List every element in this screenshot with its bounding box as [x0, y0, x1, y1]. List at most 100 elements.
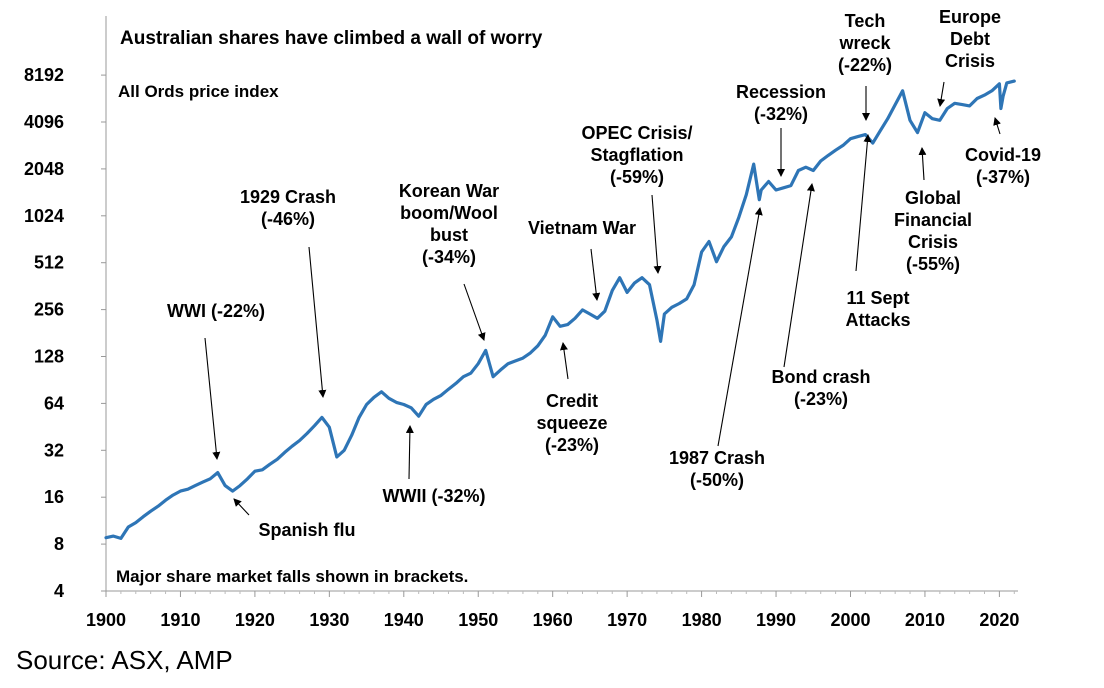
- annotation-arrow: [855, 134, 872, 272]
- series-layer: [104, 79, 1016, 541]
- annotation-text: 1929 Crash: [240, 187, 336, 207]
- annotation: Recession(-32%): [736, 82, 826, 177]
- annotation-arrow: [993, 117, 1001, 135]
- annotation-text: WWI (-22%): [167, 301, 265, 321]
- annotation: Spanish flu: [233, 498, 356, 540]
- y-tick-label: 1024: [24, 206, 64, 226]
- chart: 4 8 16 32 64 128 256 512 1024 2048 4096 8192 1900 191…: [24, 7, 1041, 630]
- y-tick-label: 512: [34, 253, 64, 273]
- axes: 4 8 16 32 64 128 256 512 1024 2048 4096 8192 1900 191…: [24, 16, 1019, 630]
- annotation-text: bust: [430, 225, 468, 245]
- annotation-text: OPEC Crisis/: [581, 123, 692, 143]
- annotation-arrow: [783, 183, 815, 368]
- annotation-text: (-37%): [976, 167, 1030, 187]
- annotation-text: squeeze: [536, 413, 607, 433]
- annotation-text: Covid-19: [965, 145, 1041, 165]
- annotation: WWII (-32%): [383, 425, 486, 506]
- y-tick-label: 16: [44, 487, 64, 507]
- y-tick-label: 8192: [24, 65, 64, 85]
- annotation-arrow: [651, 194, 662, 274]
- annotation-text: Crisis: [908, 232, 958, 252]
- annotation-arrow: [463, 283, 486, 341]
- annotation-text: Europe: [939, 7, 1001, 27]
- annotation-text: Global: [905, 188, 961, 208]
- source-note: Source: ASX, AMP: [16, 645, 233, 675]
- chart-note: Major share market falls shown in bracke…: [116, 567, 468, 586]
- chart-title: Australian shares have climbed a wall of…: [120, 28, 543, 49]
- annotation-arrow: [204, 337, 221, 460]
- annotation-text: (-46%): [261, 209, 315, 229]
- annotation-text: Bond crash: [771, 367, 870, 387]
- x-tick-label: 1990: [756, 610, 796, 630]
- annotation: Covid-19(-37%): [965, 117, 1041, 187]
- annotation: OPEC Crisis/Stagflation(-59%): [581, 123, 693, 274]
- y-tick-label: 4096: [24, 112, 64, 132]
- annotation-text: (-32%): [754, 104, 808, 124]
- annotation-text: (-34%): [422, 247, 476, 267]
- annotation-text: Debt: [950, 29, 990, 49]
- annotations: Techwreck(-22%)EuropeDebtCrisisRecession…: [167, 7, 1041, 540]
- annotation-text: (-22%): [838, 55, 892, 75]
- annotation-arrow: [308, 246, 327, 398]
- annotation-text: boom/Wool: [400, 203, 498, 223]
- annotation-text: Korean War: [399, 181, 499, 201]
- y-axis-label: All Ords price index: [118, 82, 279, 101]
- x-tick-label: 1960: [533, 610, 573, 630]
- x-tick-label: 1940: [384, 610, 424, 630]
- annotation: Vietnam War: [528, 218, 636, 301]
- annotation-arrow: [405, 425, 414, 480]
- x-tick-label: 2000: [830, 610, 870, 630]
- annotation-text: Attacks: [845, 310, 910, 330]
- annotation-text: (-55%): [906, 254, 960, 274]
- annotation: Bond crash(-23%): [771, 183, 871, 409]
- annotation-text: Recession: [736, 82, 826, 102]
- y-tick-label: 2048: [24, 159, 64, 179]
- y-tick-label: 8: [54, 534, 64, 554]
- annotation-arrow: [937, 81, 946, 107]
- annotation-text: Spanish flu: [258, 520, 355, 540]
- all-ords-line: [104, 79, 1016, 541]
- annotation-text: (-23%): [545, 435, 599, 455]
- annotation: 1929 Crash(-46%): [240, 187, 336, 398]
- y-tick-label: 4: [54, 581, 64, 601]
- annotation-arrow: [233, 498, 250, 516]
- annotation-text: (-23%): [794, 389, 848, 409]
- x-tick-label: 1950: [458, 610, 498, 630]
- annotation-text: (-59%): [610, 167, 664, 187]
- y-tick-label: 256: [34, 300, 64, 320]
- annotation: 1987 Crash(-50%): [669, 207, 765, 490]
- annotation-text: Vietnam War: [528, 218, 636, 238]
- annotation-text: 11 Sept: [846, 288, 909, 308]
- x-tick-label: 2010: [905, 610, 945, 630]
- x-tick-label: 1920: [235, 610, 275, 630]
- y-tick-label: 32: [44, 440, 64, 460]
- annotation-text: WWII (-32%): [383, 486, 486, 506]
- annotation-text: wreck: [838, 33, 891, 53]
- x-tick-label: 1930: [309, 610, 349, 630]
- annotation: WWI (-22%): [167, 301, 265, 460]
- x-tick-label: 1900: [86, 610, 126, 630]
- x-tick-label: 2020: [979, 610, 1019, 630]
- x-tick-label: 1970: [607, 610, 647, 630]
- annotation-text: Crisis: [945, 51, 995, 71]
- annotation-text: Financial: [894, 210, 972, 230]
- annotation-text: Stagflation: [591, 145, 684, 165]
- annotation-text: Credit: [546, 391, 598, 411]
- annotation-text: 1987 Crash: [669, 448, 765, 468]
- annotation-arrow: [918, 147, 927, 181]
- annotation-arrow: [717, 207, 763, 447]
- y-tick-label: 64: [44, 393, 64, 413]
- y-tick-label: 128: [34, 347, 64, 367]
- annotation-arrow: [560, 342, 569, 380]
- x-tick-label: 1910: [160, 610, 200, 630]
- annotation-text: Tech: [845, 11, 886, 31]
- x-tick-label: 1980: [682, 610, 722, 630]
- annotation-text: (-50%): [690, 470, 744, 490]
- annotation-arrow: [590, 248, 601, 301]
